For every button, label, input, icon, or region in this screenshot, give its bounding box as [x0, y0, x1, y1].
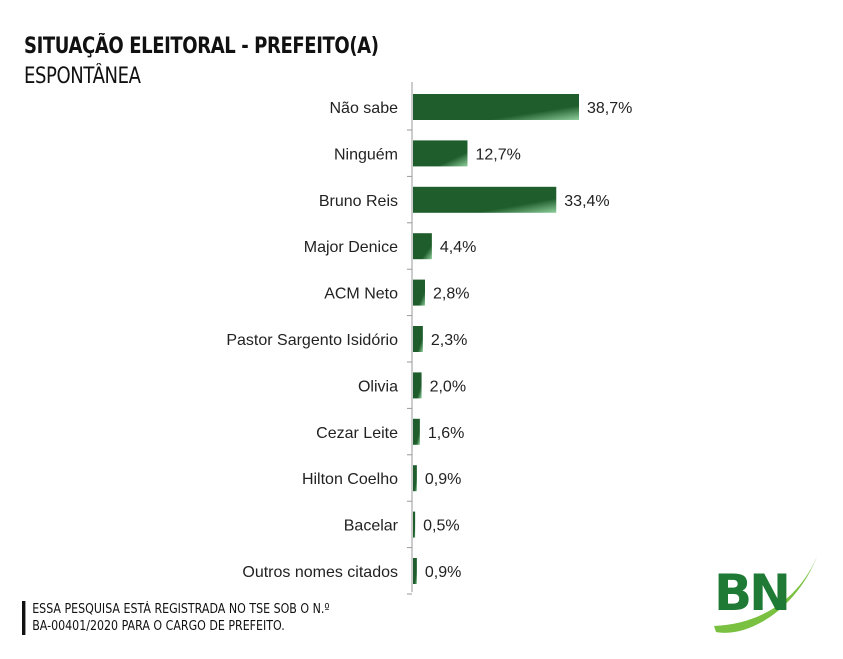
value-label: 33,4%	[564, 193, 609, 210]
value-label: 1,6%	[428, 425, 464, 442]
category-label: Bacelar	[344, 518, 399, 535]
value-label: 38,7%	[587, 100, 632, 117]
category-label: Cezar Leite	[316, 425, 398, 442]
bar	[413, 140, 468, 167]
category-label: ACM Neto	[324, 286, 398, 303]
category-label: Hilton Coelho	[302, 471, 398, 488]
footnote-line-2: BA-00401/2020 PARA O CARGO DE PREFEITO.	[32, 619, 285, 634]
bar	[413, 186, 557, 213]
bar	[413, 418, 420, 445]
category-label: Não sabe	[330, 100, 399, 117]
chart-title: SITUAÇÃO ELEITORAL - PREFEITO(A)	[24, 34, 379, 59]
value-label: 0,5%	[423, 518, 459, 535]
category-label: Major Denice	[304, 239, 398, 256]
bar	[413, 372, 422, 399]
bar	[413, 558, 417, 584]
value-label: 0,9%	[425, 471, 461, 488]
value-label: 2,0%	[430, 378, 466, 395]
category-label: Outros nomes citados	[242, 564, 398, 581]
logo-swoosh	[714, 554, 818, 633]
value-label: 0,9%	[425, 564, 461, 581]
bar	[413, 465, 417, 492]
bar	[413, 279, 426, 306]
value-label: 4,4%	[440, 239, 476, 256]
bn-logo: BN	[714, 554, 818, 633]
bar	[413, 94, 579, 120]
logo-text: BN	[714, 564, 788, 622]
category-label: Bruno Reis	[319, 193, 398, 210]
value-label: 2,8%	[433, 286, 469, 303]
value-label: 2,3%	[431, 332, 467, 349]
category-label: Ninguém	[334, 146, 398, 163]
value-label: 12,7%	[475, 146, 520, 163]
chart-subtitle: ESPONTÂNEA	[24, 64, 141, 89]
registration-footnote: ESSA PESQUISA ESTÁ REGISTRADA NO TSE SOB…	[22, 601, 330, 635]
footnote-line-1: ESSA PESQUISA ESTÁ REGISTRADA NO TSE SOB…	[32, 602, 330, 617]
category-label: Pastor Sargento Isidório	[226, 332, 398, 349]
bar	[413, 511, 416, 538]
category-label: Olivia	[358, 378, 398, 395]
bar	[413, 326, 423, 352]
bar	[413, 233, 432, 260]
